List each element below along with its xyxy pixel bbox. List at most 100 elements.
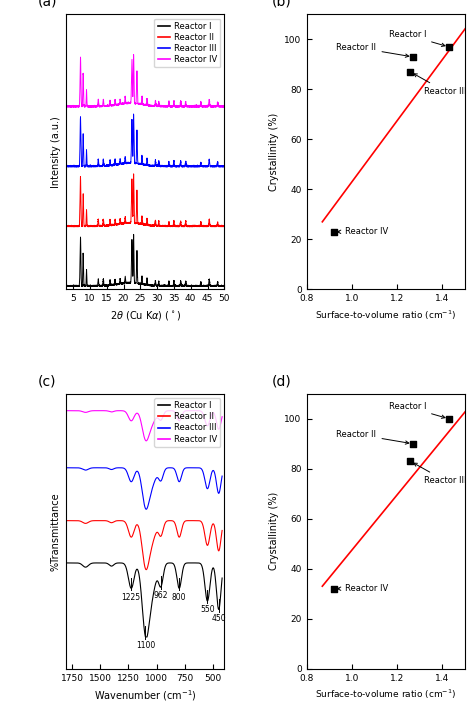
Reactor I [64, 281, 69, 290]
Text: (b): (b) [272, 0, 292, 9]
Reactor II [144, 565, 149, 574]
Reactor II [166, 219, 172, 227]
Reactor I [158, 282, 164, 290]
Y-axis label: Crystallinity (%): Crystallinity (%) [269, 492, 279, 570]
X-axis label: Surface-to-volume ratio (cm$^{-1}$): Surface-to-volume ratio (cm$^{-1}$) [315, 688, 456, 702]
Line: Reactor I: Reactor I [66, 563, 222, 637]
Reactor III [166, 158, 172, 167]
Reactor IV [158, 103, 164, 111]
Reactor IV [221, 102, 227, 111]
Reactor IV [91, 406, 96, 415]
Text: Reactor I: Reactor I [389, 402, 445, 418]
Line: Reactor III: Reactor III [66, 468, 222, 509]
Text: 1225: 1225 [122, 592, 141, 602]
Reactor II [91, 516, 96, 525]
Text: Reactor IV: Reactor IV [337, 585, 388, 593]
Reactor I [124, 278, 129, 287]
Point [407, 455, 414, 467]
Reactor II [192, 222, 198, 231]
Point [445, 41, 453, 52]
Reactor II [130, 531, 136, 539]
Line: Reactor IV: Reactor IV [66, 411, 222, 441]
Reactor IV [81, 408, 87, 416]
Reactor I [216, 605, 222, 613]
Reactor I [143, 633, 148, 641]
Y-axis label: Intensity (a.u.): Intensity (a.u.) [51, 116, 61, 188]
Reactor III [64, 162, 69, 171]
Reactor II [221, 221, 227, 230]
Reactor III [193, 162, 199, 171]
Reactor IV [130, 415, 136, 423]
Text: Reactor II: Reactor II [337, 430, 409, 444]
Point [409, 438, 416, 449]
Reactor II [81, 518, 87, 527]
Reactor I [91, 559, 96, 567]
Reactor II [200, 519, 205, 528]
Reactor II [182, 222, 187, 231]
Reactor I [123, 564, 129, 572]
Point [407, 66, 414, 78]
X-axis label: Surface-to-volume ratio (cm$^{-1}$): Surface-to-volume ratio (cm$^{-1}$) [315, 308, 456, 322]
Reactor III [200, 466, 205, 475]
X-axis label: Wavenumber (cm$^{-1}$): Wavenumber (cm$^{-1}$) [94, 688, 197, 703]
Reactor IV [219, 413, 225, 421]
Reactor IV [64, 101, 69, 110]
Reactor II [193, 222, 199, 231]
Text: Reactor III: Reactor III [414, 463, 466, 485]
Legend: Reactor I, Reactor II, Reactor III, Reactor IV: Reactor I, Reactor II, Reactor III, Reac… [155, 19, 220, 68]
Reactor III [158, 161, 164, 170]
X-axis label: $2\theta$ (Cu K$\alpha$) ($^\circ$): $2\theta$ (Cu K$\alpha$) ($^\circ$) [110, 308, 181, 321]
Text: (a): (a) [38, 0, 57, 9]
Point [409, 51, 416, 63]
Reactor III [123, 466, 129, 475]
Reactor IV [216, 425, 222, 434]
Line: Reactor II: Reactor II [66, 521, 222, 569]
Reactor III [64, 464, 69, 472]
Reactor IV [64, 406, 69, 415]
Reactor I [166, 278, 172, 287]
Text: Reactor I: Reactor I [389, 30, 445, 47]
Reactor III [182, 162, 187, 170]
Reactor IV [182, 102, 187, 111]
Line: Reactor I: Reactor I [66, 234, 224, 287]
Reactor II [219, 526, 225, 535]
Y-axis label: %Transmittance: %Transmittance [51, 492, 61, 571]
Reactor III [144, 505, 149, 513]
Reactor I [182, 283, 187, 291]
Reactor I [219, 574, 225, 582]
Reactor IV [131, 50, 137, 59]
Reactor III [91, 464, 96, 472]
Reactor III [81, 465, 87, 474]
Text: 800: 800 [172, 592, 186, 602]
Y-axis label: Crystallinity (%): Crystallinity (%) [269, 113, 279, 191]
Legend: Reactor I, Reactor II, Reactor III, Reactor IV: Reactor I, Reactor II, Reactor III, Reac… [155, 398, 220, 446]
Reactor II [216, 546, 222, 555]
Reactor I [131, 230, 137, 239]
Reactor I [200, 563, 205, 572]
Reactor II [131, 170, 137, 178]
Reactor II [92, 222, 98, 231]
Text: 962: 962 [154, 591, 168, 600]
Point [330, 583, 337, 595]
Reactor III [92, 162, 98, 170]
Text: Reactor III: Reactor III [414, 74, 466, 96]
Text: 550: 550 [200, 605, 215, 614]
Reactor II [64, 516, 69, 525]
Reactor III [221, 162, 227, 171]
Text: 1100: 1100 [136, 641, 155, 650]
Reactor IV [200, 408, 205, 417]
Reactor IV [124, 99, 129, 107]
Reactor IV [166, 99, 172, 108]
Reactor I [201, 283, 207, 291]
Line: Reactor III: Reactor III [66, 114, 224, 167]
Reactor I [64, 559, 69, 567]
Reactor III [219, 472, 225, 480]
Reactor III [203, 162, 209, 171]
Point [330, 226, 337, 237]
Reactor III [216, 489, 222, 498]
Reactor I [92, 282, 98, 290]
Reactor IV [193, 102, 199, 111]
Text: 450: 450 [211, 614, 226, 623]
Reactor I [81, 562, 87, 571]
Text: (d): (d) [272, 375, 292, 388]
